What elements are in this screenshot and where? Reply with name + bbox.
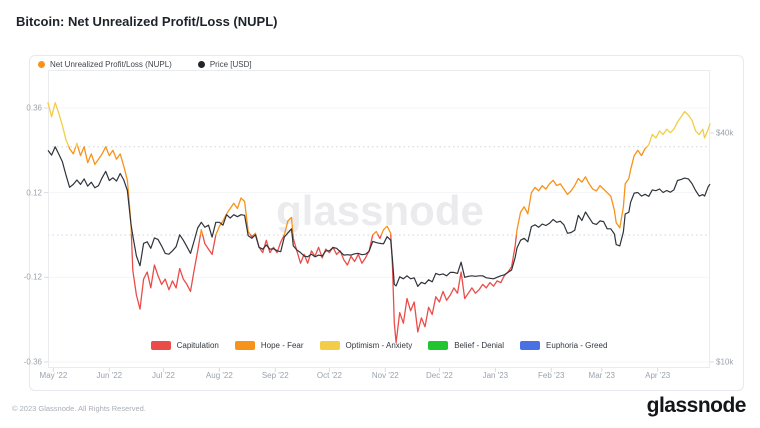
nupl-line-segment [255, 234, 285, 254]
nupl-line-segment [646, 110, 711, 148]
legend-item-nupl-label: Net Unrealized Profit/Loss (NUPL) [50, 59, 172, 69]
x-axis-label: Aug '22 [205, 371, 233, 380]
x-axis-label: May '22 [39, 371, 68, 380]
nupl-line-segment [515, 146, 648, 236]
nupl-line-segment [130, 234, 202, 310]
band-swatch-icon [150, 341, 171, 350]
band-swatch-icon [520, 341, 541, 350]
nupl-line-segment [202, 234, 217, 256]
band-legend-item: Optimism - Anxiety [319, 341, 413, 350]
price-series-dot-icon [197, 60, 205, 68]
glassnode-watermark: glassnode [276, 187, 484, 234]
nupl-line-segment [283, 216, 294, 236]
y-axis-label: -0.36 [23, 357, 42, 367]
x-axis-label: Apr '23 [645, 371, 671, 380]
glassnode-logo: glassnode [646, 394, 747, 417]
page-title: Bitcoin: Net Unrealized Profit/Loss (NUP… [16, 14, 278, 29]
nupl-bands-legend: Capitulation Hope - Fear Optimism - Anxiet… [48, 341, 710, 350]
chart-series-legend: Net Unrealized Profit/Loss (NUPL) Price … [38, 57, 252, 71]
nupl-line-segment [47, 102, 70, 148]
nupl-line-segment [390, 234, 518, 344]
y-axis-label: 0.36 [26, 103, 42, 113]
band-label: Capitulation [176, 341, 219, 350]
band-legend-item: Hope - Fear [234, 341, 304, 350]
x-axis-label: Jul '22 [152, 371, 175, 380]
nupl-line-segment [68, 146, 77, 155]
band-legend-item: Euphoria - Greed [520, 341, 607, 350]
x-axis-label: Nov '22 [371, 371, 399, 380]
nupl-series-dot-icon [38, 60, 45, 68]
legend-item-price-label: Price [USD] [209, 59, 252, 69]
x-axis-label: Jun '22 [96, 371, 123, 380]
band-swatch-icon [234, 341, 255, 350]
y-axis-label-right: $40k [716, 128, 734, 138]
price-line [47, 146, 711, 287]
band-swatch-icon [319, 341, 340, 350]
legend-item-price[interactable]: Price [USD] [197, 59, 252, 69]
nupl-line-segment [292, 234, 374, 266]
y-axis-label-right: $10k [716, 357, 734, 367]
nupl-line-segment [380, 225, 392, 236]
x-axis-label: Mar '23 [588, 371, 615, 380]
nupl-line-segment [75, 142, 79, 148]
band-label: Belief - Denial [454, 341, 505, 350]
band-label: Optimism - Anxiety [345, 341, 413, 350]
nupl-line-segment [199, 229, 204, 236]
x-axis-label: Jan '23 [482, 371, 509, 380]
nupl-line-segment [372, 230, 379, 236]
nupl-line-segment [377, 234, 382, 240]
band-legend-item: Belief - Denial [428, 341, 504, 350]
nupl-line-segment [77, 146, 133, 236]
x-axis-label: Dec '22 [425, 371, 453, 380]
x-axis-label: Sep '22 [261, 371, 289, 380]
plot-frame [48, 70, 710, 368]
x-axis-label: Oct '22 [316, 371, 342, 380]
y-axis-label: 0.12 [26, 188, 42, 198]
x-axis-label: Feb '23 [538, 371, 565, 380]
legend-item-nupl[interactable]: Net Unrealized Profit/Loss (NUPL) [38, 60, 172, 69]
band-label: Hope - Fear [260, 341, 304, 350]
nupl-line-segment [215, 197, 252, 236]
nupl-line-segment [249, 234, 255, 238]
copyright-text: © 2023 Glassnode. All Rights Reserved. [12, 404, 146, 413]
band-legend-item: Capitulation [150, 341, 219, 350]
y-axis-label: -0.12 [23, 272, 42, 282]
band-label: Euphoria - Greed [546, 341, 608, 350]
band-swatch-icon [428, 341, 449, 350]
